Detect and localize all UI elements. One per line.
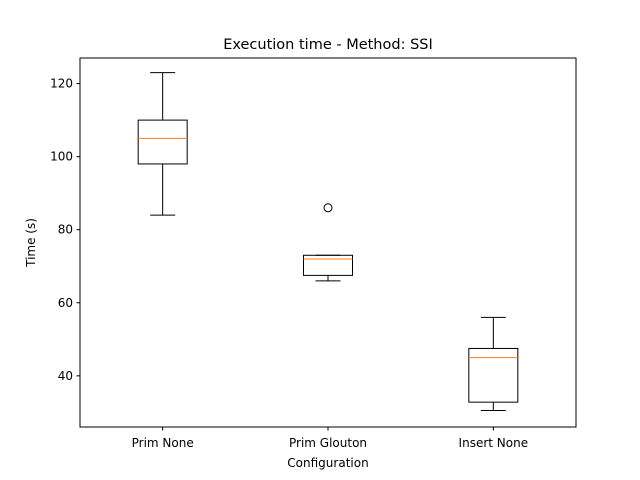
x-axis: Prim None Prim Glouton Insert None <box>132 427 528 450</box>
box <box>303 254 353 276</box>
x-tick-label: Prim None <box>132 436 194 450</box>
box-group-2 <box>303 203 353 282</box>
x-axis-title: Configuration <box>287 456 368 470</box>
y-tick-label: 60 <box>58 296 73 310</box>
x-tick-label: Insert None <box>459 436 529 450</box>
chart-title: Execution time - Method: SSI <box>223 37 433 53</box>
y-axis: 40 60 80 100 120 <box>50 77 80 383</box>
x-tick-label: Prim Glouton <box>289 436 367 450</box>
box-group-3 <box>468 316 519 412</box>
y-axis-title: Time (s) <box>24 218 38 268</box>
y-tick-label: 80 <box>58 223 73 237</box>
y-tick-label: 120 <box>50 77 73 91</box>
axes-frame <box>79 57 577 428</box>
y-tick-label: 100 <box>50 150 73 164</box>
box <box>468 347 519 403</box>
plot-area <box>137 72 519 412</box>
y-tick-label: 40 <box>58 369 73 383</box>
box-group-1 <box>137 72 188 216</box>
box <box>137 119 188 165</box>
outlier-point <box>323 203 333 213</box>
